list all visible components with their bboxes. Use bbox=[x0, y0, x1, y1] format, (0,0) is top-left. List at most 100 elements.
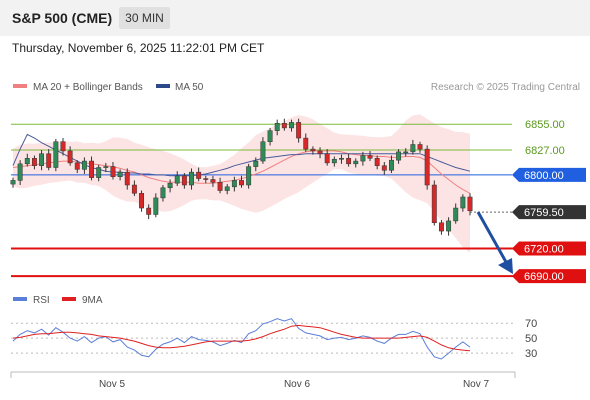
candle bbox=[424, 145, 430, 190]
candle bbox=[246, 163, 252, 189]
candle bbox=[274, 119, 280, 136]
candle bbox=[381, 161, 387, 175]
level-tag-support bbox=[512, 241, 586, 256]
candle bbox=[189, 168, 194, 190]
candle bbox=[224, 184, 230, 195]
candle bbox=[296, 118, 302, 143]
candle bbox=[267, 127, 273, 146]
rsi-series-9ma bbox=[12, 324, 471, 352]
candle bbox=[31, 155, 37, 170]
candle bbox=[446, 217, 452, 236]
candle bbox=[453, 203, 459, 224]
x-tick-label: Nov 5 bbox=[99, 379, 126, 390]
candle bbox=[39, 150, 45, 171]
candle bbox=[203, 175, 209, 184]
candle bbox=[374, 155, 380, 170]
candle bbox=[103, 162, 109, 173]
candle bbox=[146, 204, 152, 220]
rsi-tick-label: 70 bbox=[525, 318, 537, 330]
level-label-support: 6690.00 bbox=[524, 271, 564, 283]
level-label-support: 6720.00 bbox=[524, 244, 564, 256]
candle bbox=[24, 153, 30, 167]
candle bbox=[139, 190, 144, 212]
candle bbox=[396, 149, 402, 164]
level-label-pivot: 6800.00 bbox=[524, 170, 564, 182]
rsi-panel: 30 50 70 bbox=[11, 318, 537, 360]
candle bbox=[260, 137, 266, 164]
forecast-arrow-head bbox=[498, 258, 513, 274]
candle bbox=[231, 176, 237, 192]
candle bbox=[460, 194, 466, 212]
candle bbox=[210, 175, 216, 187]
candle bbox=[17, 160, 23, 186]
symbol-title: S&P 500 (CME) bbox=[12, 10, 113, 26]
candle bbox=[167, 179, 173, 193]
level-tag-pivot bbox=[512, 167, 586, 182]
rsi-tick-label: 30 bbox=[525, 348, 537, 360]
level-label-resistance: 6827.00 bbox=[525, 145, 565, 157]
level-tag-support bbox=[512, 269, 586, 284]
legend-swatch-ma50 bbox=[156, 84, 170, 88]
candle bbox=[46, 149, 52, 171]
forecast-arrow bbox=[476, 211, 513, 274]
timestamp: Thursday, November 6, 2025 11:22:01 PM C… bbox=[12, 41, 265, 55]
candle bbox=[353, 158, 359, 168]
candle bbox=[339, 154, 344, 164]
attribution: Research © 2025 Trading Central bbox=[431, 82, 580, 93]
rsi-tick-label: 50 bbox=[525, 333, 537, 345]
x-tick-label: Nov 7 bbox=[463, 379, 490, 390]
rsi-series-rsi bbox=[12, 318, 471, 360]
candle bbox=[131, 180, 137, 197]
candle bbox=[110, 161, 116, 180]
candle bbox=[181, 173, 187, 189]
candle bbox=[53, 138, 59, 172]
legend-label-ma50: MA 50 bbox=[175, 82, 204, 93]
candle bbox=[196, 167, 202, 182]
candle bbox=[324, 149, 330, 166]
current-price-label: 6759.50 bbox=[524, 207, 564, 219]
legend-swatch-9ma bbox=[62, 297, 76, 301]
legend-label-ma20: MA 20 + Bollinger Bands bbox=[33, 82, 143, 93]
header-bar: S&P 500 (CME) 30 MIN bbox=[0, 0, 590, 36]
candle bbox=[303, 133, 309, 152]
candle bbox=[67, 146, 73, 166]
candle bbox=[89, 156, 94, 181]
legend-label-9ma: 9MA bbox=[82, 295, 103, 306]
candle bbox=[217, 177, 223, 194]
candle bbox=[160, 185, 166, 202]
candle bbox=[239, 175, 244, 188]
candle bbox=[389, 155, 394, 174]
x-tick-label: Nov 6 bbox=[284, 379, 311, 390]
candle bbox=[346, 153, 352, 167]
candle bbox=[81, 157, 87, 174]
candle bbox=[117, 169, 123, 181]
candle bbox=[60, 138, 66, 156]
timeframe-button[interactable]: 30 MIN bbox=[119, 7, 170, 29]
candle bbox=[417, 141, 423, 153]
legend-label-rsi: RSI bbox=[33, 295, 50, 306]
level-label-resistance: 6855.00 bbox=[525, 119, 565, 131]
candle bbox=[153, 193, 159, 218]
candle bbox=[438, 220, 444, 235]
candle bbox=[410, 139, 416, 155]
candle bbox=[310, 146, 316, 155]
candle bbox=[331, 156, 337, 167]
candles bbox=[10, 118, 473, 236]
legend-swatch-ma20 bbox=[13, 84, 27, 88]
candle bbox=[281, 118, 287, 131]
candle bbox=[96, 164, 102, 182]
candle bbox=[317, 147, 323, 159]
candle bbox=[124, 168, 130, 190]
legend-swatch-rsi bbox=[13, 297, 27, 301]
candle bbox=[367, 150, 373, 162]
candle bbox=[431, 180, 437, 226]
candle bbox=[289, 119, 294, 132]
level-labels: 6855.00 6827.00 6800.00 6720.00 6690.00 6759.… bbox=[470, 119, 586, 284]
current-price-tag bbox=[512, 205, 586, 220]
candle bbox=[10, 177, 16, 188]
candle bbox=[74, 160, 80, 174]
forecast-arrow-line bbox=[476, 211, 508, 263]
candle bbox=[403, 148, 409, 157]
